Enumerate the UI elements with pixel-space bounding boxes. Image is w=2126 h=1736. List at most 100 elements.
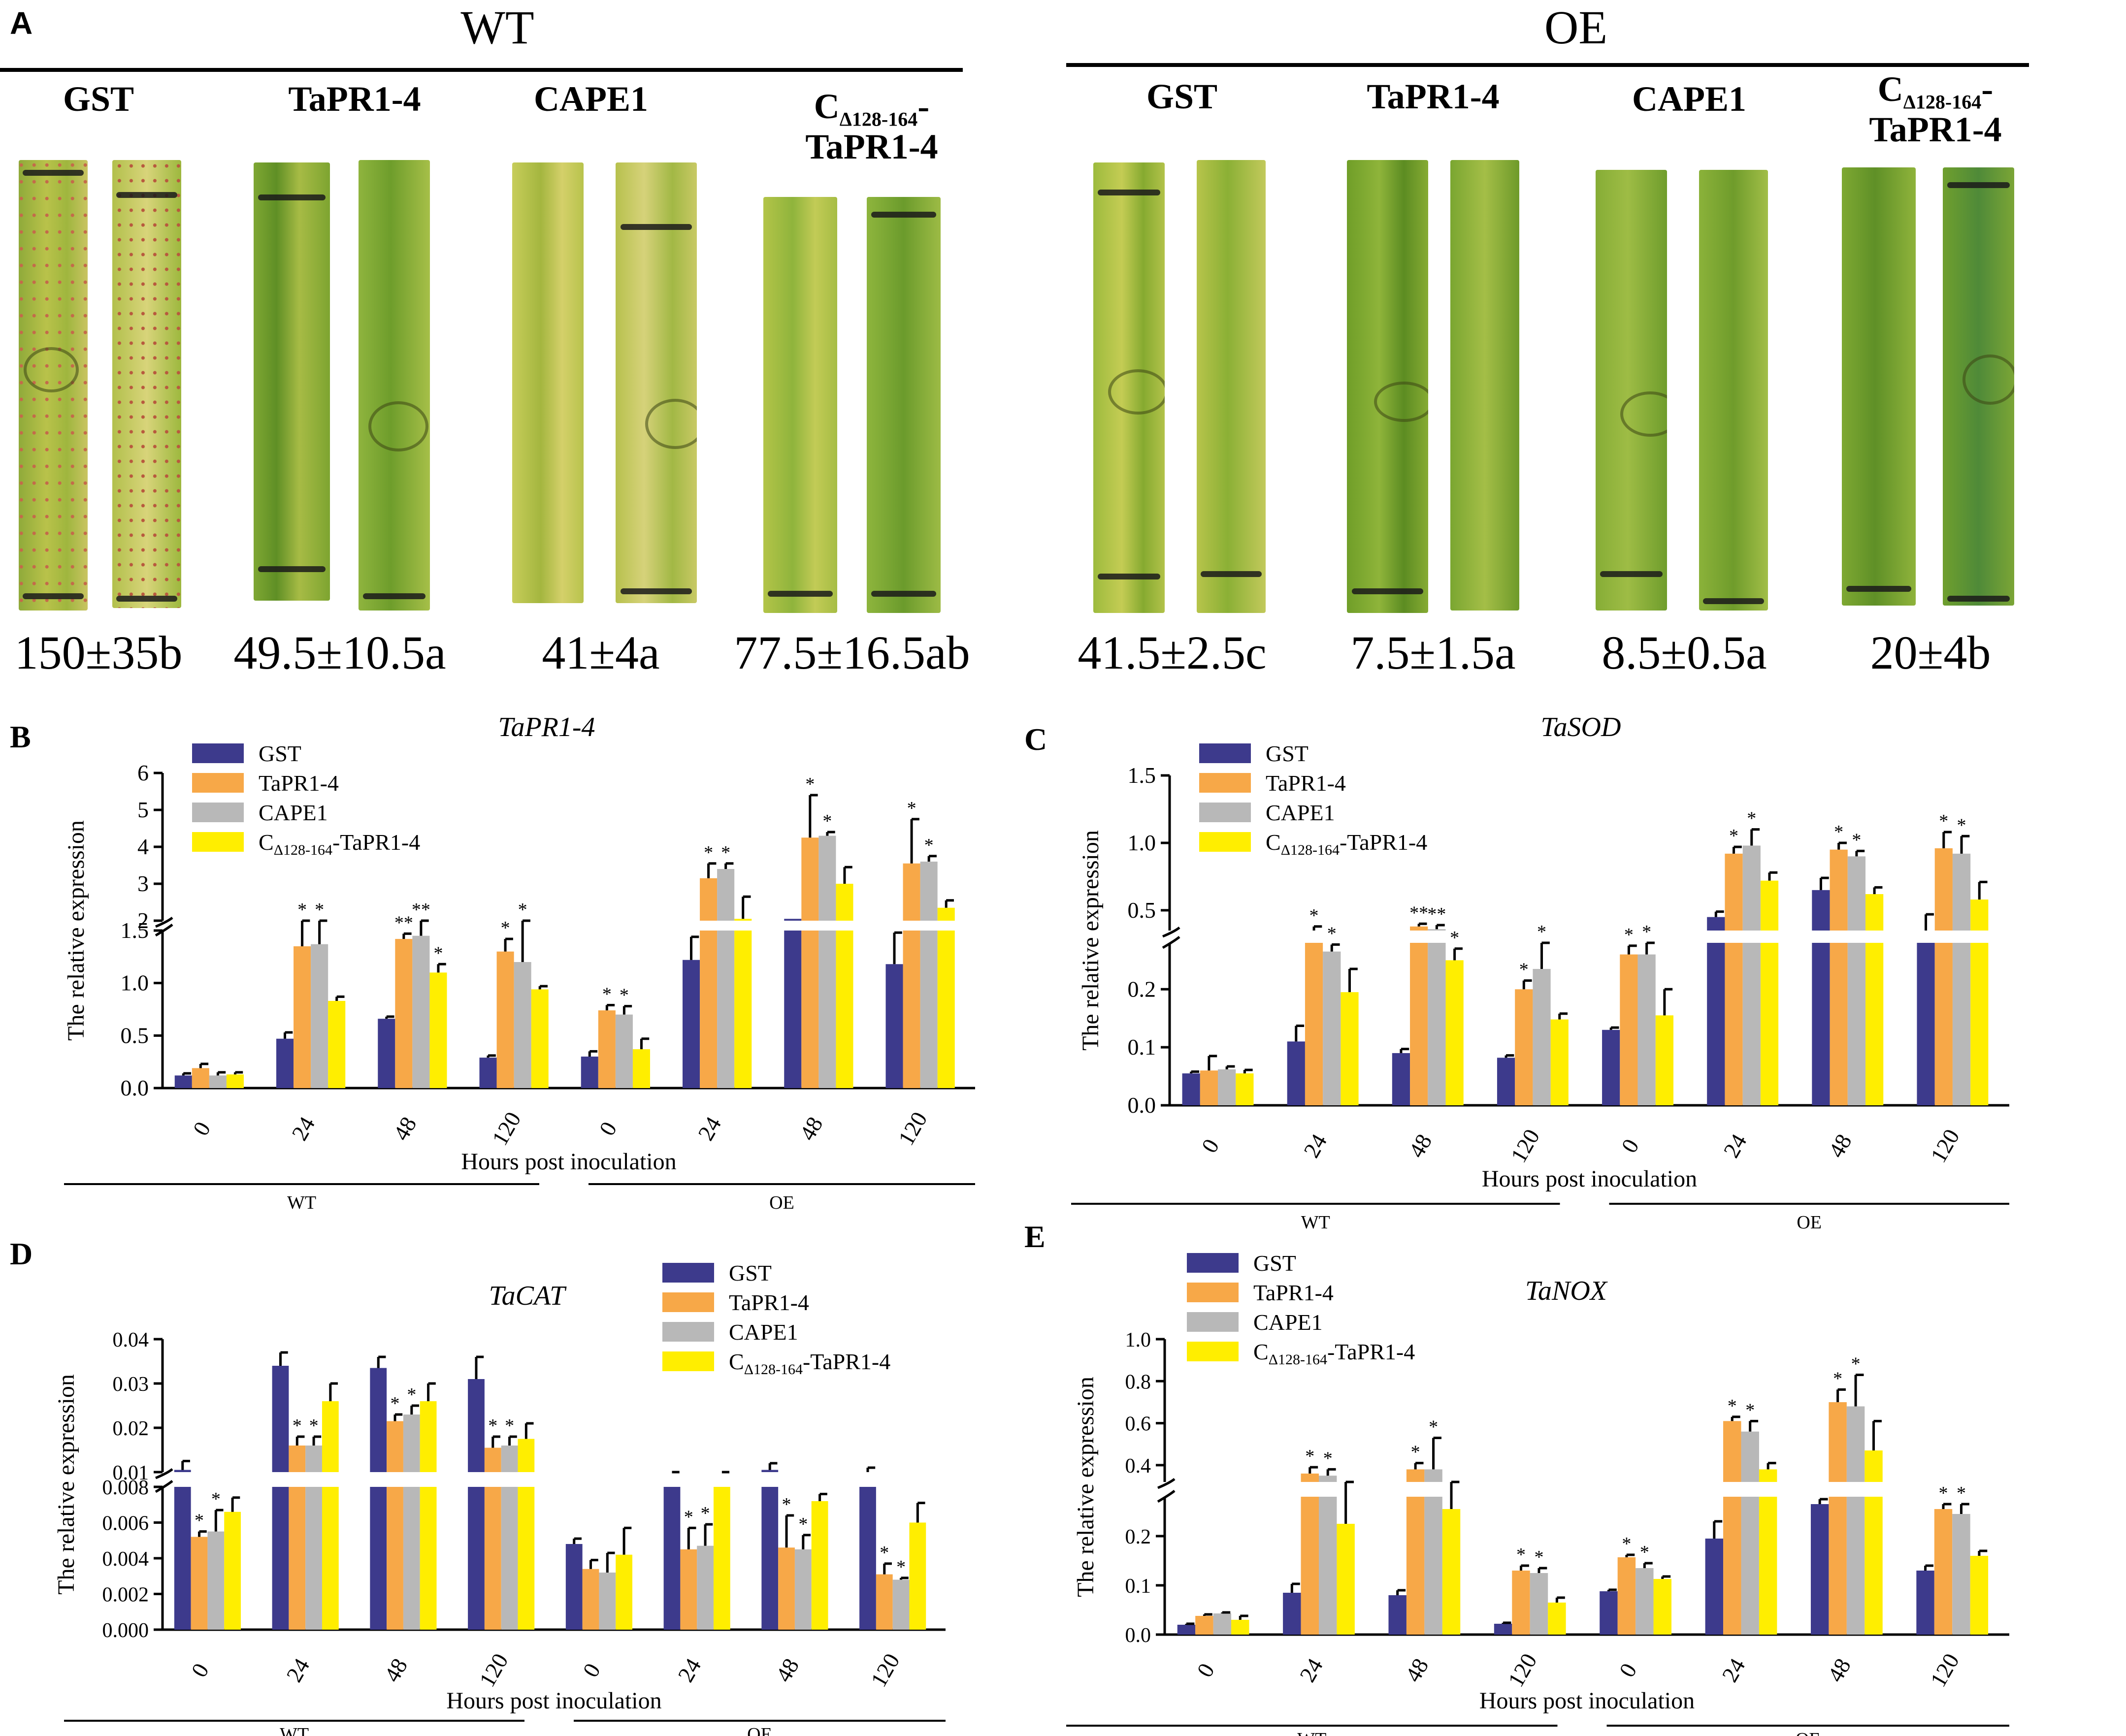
bar <box>1970 943 1989 1105</box>
bar <box>174 1470 191 1472</box>
y-tick-label: 6 <box>137 760 149 785</box>
axis-break-mark <box>1157 1490 1176 1503</box>
bar <box>412 935 430 1088</box>
panel-letter-e: E <box>1024 1219 1046 1254</box>
x-tick-label: 48 <box>1404 1130 1437 1162</box>
significance-star: * <box>880 1543 889 1563</box>
legend-swatch <box>1199 803 1251 822</box>
x-tick-label: 0 <box>186 1659 214 1681</box>
bar <box>582 1569 599 1630</box>
legend-swatch <box>192 773 244 793</box>
wt-label-tapr1-4: TaPR1-4 <box>288 79 421 119</box>
bar <box>892 1579 910 1630</box>
legend-swatch <box>1187 1342 1239 1361</box>
bar <box>468 1487 485 1630</box>
chart-panel-b: B TaPR1-4 GST TaPR1-4 CAPE1 CΔ128-164-TaPR1-4… <box>10 712 975 1213</box>
bar <box>1231 1620 1249 1635</box>
bar <box>1410 943 1428 1105</box>
bar <box>518 1487 535 1630</box>
panel-letter-d: D <box>10 1236 33 1271</box>
bar <box>1442 1509 1461 1635</box>
bar <box>272 1366 289 1472</box>
bar <box>1707 917 1725 931</box>
bar <box>1760 880 1779 931</box>
significance-star: ** <box>1427 904 1446 925</box>
bar <box>1301 1497 1319 1635</box>
group-label-wt: WT <box>1297 1729 1326 1736</box>
x-axis-label: Hours post inoculation <box>1479 1688 1695 1714</box>
bar <box>387 1487 403 1630</box>
bar <box>1830 943 1848 1105</box>
bar <box>387 1421 403 1472</box>
bar <box>1760 943 1779 1105</box>
count-wt-gst: 150±35b <box>14 626 183 679</box>
y-tick-label: 1.5 <box>1128 763 1156 788</box>
y-axis-label: The relative expression <box>1073 1377 1099 1597</box>
significance-star: * <box>1642 922 1651 942</box>
legend-label: CAPE1 <box>1266 800 1335 825</box>
bar <box>1301 1473 1319 1482</box>
group-label-oe: OE <box>1797 1212 1822 1233</box>
leaf-wt-cape1-2 <box>616 162 697 603</box>
bar <box>1865 894 1884 931</box>
y-tick-label: 0.002 <box>102 1584 149 1607</box>
y-tick-label: 0.2 <box>1128 976 1156 1001</box>
legend-label: CΔ128-164-TaPR1-4 <box>729 1349 890 1378</box>
significance-star: * <box>1957 1483 1966 1504</box>
significance-star: * <box>1450 928 1459 948</box>
significance-star: * <box>1309 905 1319 926</box>
bar <box>903 931 920 1088</box>
bar <box>909 1522 926 1630</box>
leaf-oe-gst-1 <box>1093 162 1165 613</box>
leaf-wt-cdelta-2 <box>867 197 941 613</box>
significance-star: * <box>1834 822 1843 842</box>
x-tick-label: 0 <box>1616 1135 1644 1157</box>
x-axis-label: Hours post inoculation <box>1482 1166 1697 1192</box>
wt-group-title: WT <box>460 1 534 54</box>
bar <box>1445 960 1464 1105</box>
x-tick-label: 48 <box>1824 1130 1857 1162</box>
significance-star: * <box>293 1415 302 1436</box>
leaf-wt-tapr1-4-2 <box>359 160 430 611</box>
y-tick-label: 0.04 <box>113 1329 149 1351</box>
count-wt-cape1: 41±4a <box>542 626 660 679</box>
bar <box>859 1487 876 1630</box>
bar <box>1934 1509 1953 1635</box>
y-tick-label: 0.03 <box>113 1373 149 1396</box>
x-tick-label: 120 <box>1503 1649 1542 1691</box>
bar <box>501 1446 518 1472</box>
bar <box>1512 1571 1530 1635</box>
bar <box>801 931 819 1088</box>
legend-label: TaPR1-4 <box>1253 1280 1334 1305</box>
significance-star: * <box>896 1557 906 1577</box>
x-tick-label: 24 <box>693 1113 726 1145</box>
bar <box>395 939 413 1088</box>
count-wt-tapr1-4: 49.5±10.5a <box>233 626 446 679</box>
significance-star: * <box>721 842 730 863</box>
bar <box>1515 989 1533 1105</box>
bar <box>1318 1476 1337 1482</box>
bar <box>1810 1504 1829 1635</box>
bar <box>1283 1593 1301 1635</box>
bar <box>403 1415 420 1472</box>
x-tick-label: 120 <box>866 1649 905 1691</box>
group-label-oe: OE <box>747 1724 772 1736</box>
oe-group-line <box>1066 63 2029 67</box>
y-tick-label: 3 <box>137 871 149 896</box>
legend-swatch <box>192 832 244 852</box>
bar <box>903 863 920 921</box>
legend-label: CAPE1 <box>1253 1310 1323 1335</box>
bar <box>1600 1591 1618 1635</box>
chart-panel-e: E TaNOX GST TaPR1-4 CAPE1 CΔ128-164-TaPR1-4 0.… <box>1024 1219 2009 1736</box>
bar <box>191 1537 208 1630</box>
count-oe-cdelta: 20±4b <box>1870 626 1991 679</box>
legend-label: GST <box>729 1260 772 1286</box>
bar <box>616 1554 632 1630</box>
x-tick-label: 0 <box>1614 1659 1642 1681</box>
x-tick-label: 48 <box>1400 1654 1433 1686</box>
bar <box>1829 1402 1847 1482</box>
chart-title: TaNOX <box>1525 1276 1608 1306</box>
legend-swatch <box>662 1292 714 1312</box>
significance-star: * <box>433 943 443 964</box>
bar <box>937 907 955 921</box>
